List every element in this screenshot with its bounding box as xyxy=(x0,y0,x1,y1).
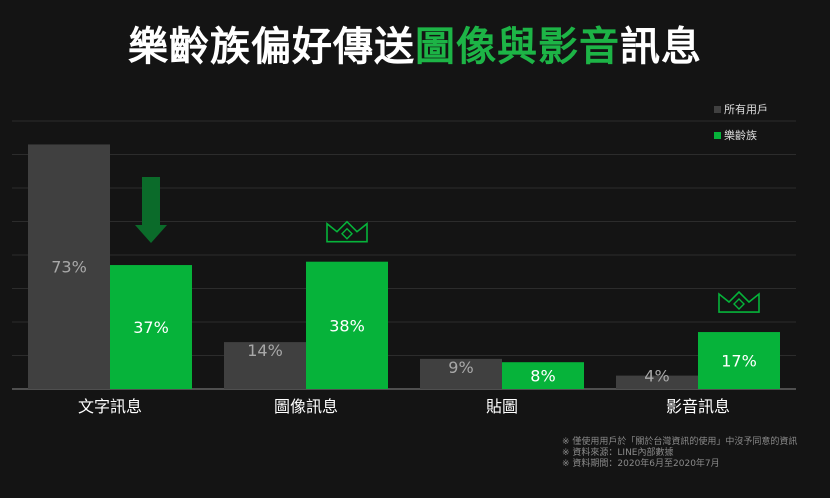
footnote-line: ※ 資料來源：LINE內部數據 xyxy=(562,448,674,458)
chart-legend: 所有用戶 樂齡族 xyxy=(714,101,768,153)
bar xyxy=(698,332,780,389)
footnote-line: ※ 資料期間：2020年6月至2020年7月 xyxy=(562,459,720,469)
data-label: 73% xyxy=(51,258,87,277)
bar xyxy=(28,144,110,389)
crown-icon xyxy=(326,220,368,243)
legend-label-all-users: 所有用戶 xyxy=(724,103,768,116)
data-label: 37% xyxy=(133,318,169,337)
bar xyxy=(306,261,388,389)
title-highlight: 圖像與影音 xyxy=(415,24,620,70)
title-part2: 訊息 xyxy=(620,24,702,70)
legend-item-seniors: 樂齡族 xyxy=(714,127,768,143)
crown-outline xyxy=(326,220,368,243)
crown-icon xyxy=(718,290,760,313)
legend-swatch-all-users xyxy=(714,105,721,113)
bar xyxy=(224,342,306,389)
category-label: 影音訊息 xyxy=(666,397,730,416)
data-label: 9% xyxy=(448,358,473,377)
crown-gem xyxy=(733,298,745,311)
category-label: 文字訊息 xyxy=(78,397,142,416)
category-label: 貼圖 xyxy=(486,397,518,416)
crown-gem xyxy=(341,227,353,240)
bar xyxy=(420,358,502,389)
category-label: 圖像訊息 xyxy=(274,397,338,416)
down-arrow-icon xyxy=(135,177,167,244)
footnote-line: ※ 僅使用用戶於「關於台灣資訊的使用」中沒予同意的資訊 xyxy=(562,437,798,447)
footnote: ※ 僅使用用戶於「關於台灣資訊的使用」中沒予同意的資訊 ※ 資料來源：LINE內… xyxy=(562,437,797,470)
crown-outline xyxy=(718,290,760,313)
bar xyxy=(110,265,192,389)
data-label: 8% xyxy=(530,367,555,386)
data-label: 14% xyxy=(247,341,283,360)
legend-item-all-users: 所有用戶 xyxy=(714,101,768,117)
data-label: 38% xyxy=(329,316,365,335)
legend-swatch-seniors xyxy=(714,131,721,139)
title-part1: 樂齡族偏好傳送 xyxy=(128,24,415,70)
bar xyxy=(502,362,584,389)
data-label: 17% xyxy=(721,352,757,371)
legend-label-seniors: 樂齡族 xyxy=(724,129,757,142)
chart-title: 樂齡族偏好傳送圖像與影音訊息 xyxy=(0,14,830,72)
data-label: 4% xyxy=(644,367,669,386)
bar xyxy=(616,375,698,389)
